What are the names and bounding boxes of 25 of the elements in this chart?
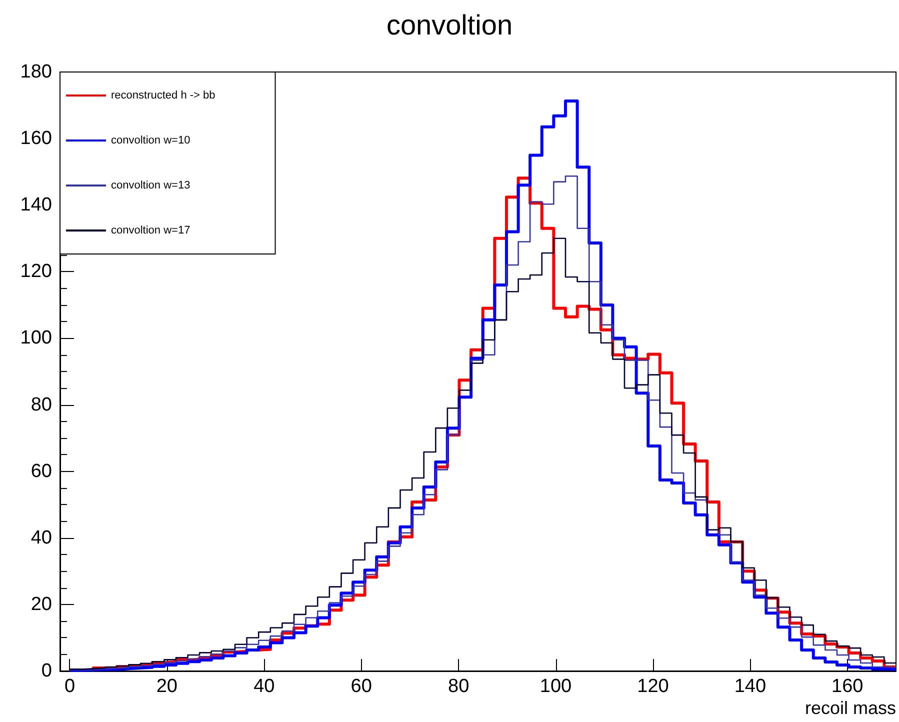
legend-label: reconstructed h -> bb xyxy=(111,90,216,102)
x-tick-label: 0 xyxy=(64,676,76,697)
y-tick-label: 60 xyxy=(30,460,52,482)
legend-label: convoltion w=17 xyxy=(111,224,190,236)
y-tick-label: 40 xyxy=(30,527,52,548)
y-tick-label: 180 xyxy=(20,62,52,82)
y-tick-label: 100 xyxy=(20,328,52,349)
y-tick-label: 160 xyxy=(20,128,52,150)
y-tick-label: 80 xyxy=(30,394,52,416)
x-axis-title: recoil mass xyxy=(804,698,896,718)
x-tick-label: 40 xyxy=(254,676,275,697)
chart-title: convoltion xyxy=(386,10,513,40)
x-tick-label: 100 xyxy=(540,676,572,697)
x-tick-label: 120 xyxy=(637,676,669,697)
y-tick-label: 120 xyxy=(20,261,52,282)
y-tick-label: 140 xyxy=(20,194,52,216)
x-tick-label: 20 xyxy=(156,676,178,697)
y-tick-label: 0 xyxy=(41,660,52,682)
x-tick-label: 80 xyxy=(448,676,470,697)
y-tick-label: 20 xyxy=(30,594,52,615)
x-tick-label: 140 xyxy=(734,676,766,697)
legend-label: convoltion w=10 xyxy=(111,134,190,146)
x-tick-label: 60 xyxy=(350,676,372,697)
x-tick-label: 160 xyxy=(832,676,864,697)
legend-label: convoltion w=13 xyxy=(111,180,190,192)
